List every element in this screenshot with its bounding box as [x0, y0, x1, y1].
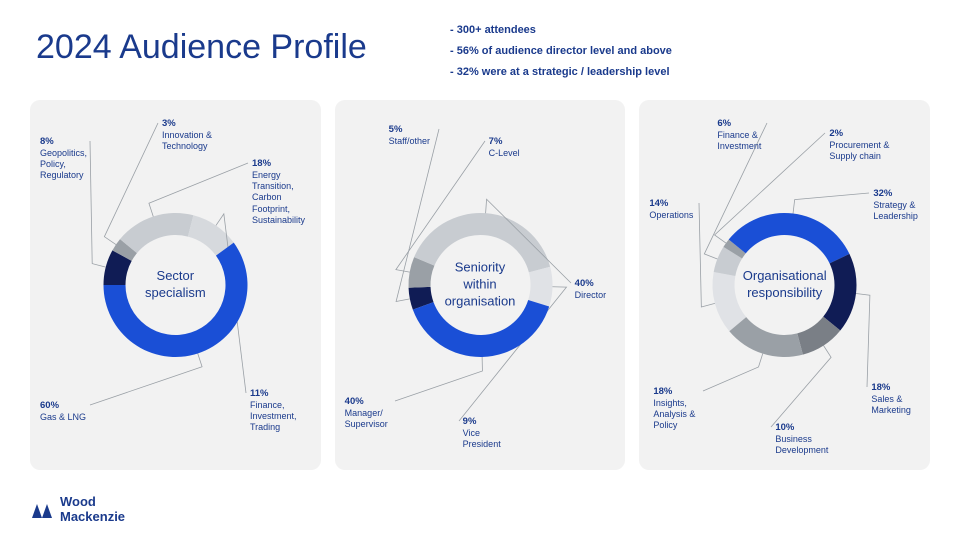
donut-center-label: Organisationalresponsibility: [730, 268, 840, 302]
wood-mackenzie-icon: [30, 498, 54, 522]
callout-label: 8%Geopolitics,Policy,Regulatory: [40, 136, 87, 182]
callout-pct: 18%: [252, 158, 305, 170]
slice: [120, 213, 193, 253]
callout-text: Operations: [649, 210, 693, 220]
slice: [730, 317, 804, 357]
leader-line: [90, 141, 106, 267]
callout-text: BusinessDevelopment: [775, 434, 828, 455]
callout-label: 3%Innovation &Technology: [162, 118, 212, 152]
callout-pct: 9%: [463, 416, 501, 428]
callout-label: 7%C-Level: [489, 136, 520, 159]
stats-bullets: 300+ attendees 56% of audience director …: [450, 20, 672, 83]
callout-pct: 6%: [717, 118, 761, 130]
donut-center-label: Sectorspecialism: [120, 268, 230, 302]
slice: [729, 213, 850, 263]
callout-label: 9%VicePresident: [463, 416, 501, 450]
leader-line: [699, 203, 715, 307]
callout-text: C-Level: [489, 148, 520, 158]
panel-responsibility: 14%Operations 6%Finance &Investment 2%Proc…: [639, 100, 930, 470]
callout-text: Manager/Supervisor: [345, 408, 388, 429]
leader-line: [104, 123, 158, 245]
callout-label: 14%Operations: [649, 198, 693, 221]
callout-text: Sales &Marketing: [871, 394, 911, 415]
donut-center-label: Senioritywithinorganisation: [425, 260, 535, 311]
callout-text: Innovation &Technology: [162, 130, 212, 151]
slice: [112, 239, 137, 261]
leader-line: [395, 357, 482, 401]
callout-text: VicePresident: [463, 428, 501, 449]
callout-pct: 32%: [873, 188, 918, 200]
bullet-2: 56% of audience director level and above: [450, 41, 672, 62]
callout-pct: 7%: [489, 136, 520, 148]
callout-pct: 5%: [389, 124, 430, 136]
callout-pct: 18%: [653, 386, 695, 398]
bullet-1: 300+ attendees: [450, 20, 672, 41]
callout-pct: 40%: [575, 278, 607, 290]
callout-text: Procurement &Supply chain: [829, 140, 889, 161]
callout-label: 60%Gas & LNG: [40, 400, 86, 423]
callout-label: 18%Insights,Analysis &Policy: [653, 386, 695, 432]
callout-label: 11%Finance,Investment,Trading: [250, 388, 297, 434]
callout-pct: 60%: [40, 400, 86, 412]
leader-line: [396, 141, 485, 272]
slice: [188, 215, 234, 255]
callout-text: EnergyTransition,CarbonFootprint,Sustain…: [252, 170, 305, 225]
callout-text: Staff/other: [389, 136, 430, 146]
page-title: 2024 Audience Profile: [36, 28, 367, 67]
slice: [798, 317, 841, 355]
callout-label: 2%Procurement &Supply chain: [829, 128, 889, 162]
callout-text: Director: [575, 290, 607, 300]
bullet-3: 32% were at a strategic / leadership lev…: [450, 62, 672, 83]
panel-sector: 8%Geopolitics,Policy,Regulatory 3%Innovat…: [30, 100, 321, 470]
callout-pct: 11%: [250, 388, 297, 400]
chart-panels: 8%Geopolitics,Policy,Regulatory 3%Innovat…: [30, 100, 930, 470]
callout-label: 40%Director: [575, 278, 607, 301]
leader-line: [856, 294, 870, 387]
leader-line: [216, 214, 246, 393]
leader-line: [149, 163, 248, 217]
callout-text: Gas & LNG: [40, 412, 86, 422]
callout-label: 40%Manager/Supervisor: [345, 396, 388, 430]
brand-logo: Wood Mackenzie: [30, 495, 125, 524]
callout-text: Finance &Investment: [717, 130, 761, 151]
brand-text: Wood Mackenzie: [60, 495, 125, 524]
callout-pct: 2%: [829, 128, 889, 140]
leader-line: [793, 193, 869, 214]
callout-label: 5%Staff/other: [389, 124, 430, 147]
callout-label: 32%Strategy &Leadership: [873, 188, 918, 222]
callout-pct: 10%: [775, 422, 828, 434]
callout-label: 18%Sales &Marketing: [871, 382, 911, 416]
callout-text: Insights,Analysis &Policy: [653, 398, 695, 431]
leader-line: [90, 353, 202, 405]
callout-pct: 18%: [871, 382, 911, 394]
callout-text: Geopolitics,Policy,Regulatory: [40, 148, 87, 181]
callout-pct: 40%: [345, 396, 388, 408]
callout-pct: 14%: [649, 198, 693, 210]
panel-seniority: 5%Staff/other7%C-Level40%Director9%ViceP…: [335, 100, 626, 470]
callout-label: 6%Finance &Investment: [717, 118, 761, 152]
callout-text: Finance,Investment,Trading: [250, 400, 297, 433]
leader-line: [771, 346, 831, 427]
callout-pct: 3%: [162, 118, 212, 130]
slice: [724, 239, 746, 258]
callout-text: Strategy &Leadership: [873, 200, 918, 221]
callout-label: 18%EnergyTransition,CarbonFootprint,Sust…: [252, 158, 305, 226]
callout-label: 10%BusinessDevelopment: [775, 422, 828, 456]
callout-pct: 8%: [40, 136, 87, 148]
leader-line: [703, 354, 763, 391]
